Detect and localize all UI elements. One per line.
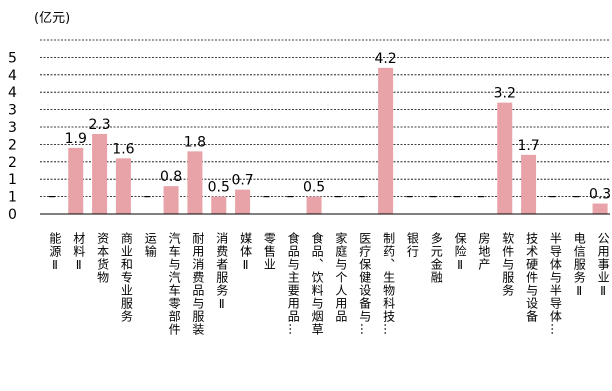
category-label: 电信服务Ⅱ (572, 232, 586, 299)
bar (592, 203, 608, 214)
category-label: 汽车与汽车零部件 (167, 231, 181, 336)
data-label: 0.5 (208, 180, 230, 196)
bars (68, 67, 608, 214)
category-label: 家庭与个人用品 (334, 231, 348, 323)
category-label: 制药、生物科技… (382, 232, 396, 336)
category-label: 能源Ⅱ (48, 232, 62, 273)
y-tick-label: 4 (8, 85, 17, 101)
bar (92, 133, 108, 214)
bar (521, 154, 537, 214)
category-label: 食品、饮料与烟草 (310, 231, 324, 336)
data-label: 1.9 (65, 131, 87, 147)
data-label: 4.2 (374, 51, 396, 67)
data-label: 0.5 (303, 180, 325, 196)
bar (497, 102, 513, 214)
category-label: 公用事业Ⅱ (596, 232, 610, 299)
category-label: 技术硬件与设备 (525, 232, 539, 323)
bar (187, 151, 203, 214)
category-label: 房地产 (477, 231, 491, 271)
category-label: 银行 (405, 232, 419, 258)
category-label: 半导体与半导体… (548, 232, 562, 336)
data-label: 1.7 (517, 138, 539, 154)
bar (68, 147, 84, 214)
y-tick-label: 4 (8, 68, 17, 84)
y-tick-label: 1 (8, 172, 17, 188)
category-label: 耐用消费品与服装 (191, 232, 205, 336)
data-label: 0.3 (589, 187, 611, 203)
data-label: 1.6 (112, 141, 134, 157)
category-label: 消费者服务Ⅱ (215, 232, 229, 312)
data-label: 3.2 (494, 86, 516, 102)
category-label: 多元金融 (429, 232, 443, 284)
y-tick-label: 2 (8, 155, 17, 171)
y-tick-label: 3 (8, 120, 17, 136)
bar (163, 186, 179, 214)
category-label: 食品与主要用品… (286, 231, 300, 336)
category-label: 材料Ⅱ (72, 232, 86, 273)
category-label: 保险Ⅱ (453, 232, 467, 273)
bar (115, 158, 131, 214)
data-label: 2.3 (88, 117, 110, 133)
category-label: 商业和专业服务 (119, 231, 133, 323)
y-tick-label: 5 (8, 50, 17, 66)
data-label: 1.8 (184, 134, 206, 150)
data-labels: 1.92.31.60.81.80.5 0.7 0.54.23.21.70.3 (65, 51, 612, 203)
category-label: 媒体Ⅱ (239, 232, 253, 273)
bar (378, 67, 394, 214)
gridlines (40, 39, 610, 198)
bar (235, 189, 251, 214)
category-label: 医疗保健设备与… (358, 232, 372, 336)
category-label: 零售业 (262, 232, 276, 271)
y-tick-label: 1 (8, 190, 17, 206)
category-label: 软件与服务 (501, 232, 515, 297)
y-tick-label: 3 (8, 103, 17, 119)
bar (306, 196, 322, 214)
data-label: 0.7 (231, 173, 253, 189)
category-label: 资本货物 (96, 232, 110, 284)
category-labels: 能源Ⅱ 材料Ⅱ 资本货物 商业和专业服务 运输 汽车与汽车零部件 耐用消费品与服装 消费者服务… (48, 231, 610, 336)
category-label: 运输 (143, 232, 157, 258)
y-tick-label: 2 (8, 137, 17, 153)
data-label: 0.8 (160, 169, 182, 185)
bar (211, 196, 227, 214)
y-tick-label: 0 (8, 207, 17, 223)
y-unit-label: (亿元) (34, 11, 70, 26)
